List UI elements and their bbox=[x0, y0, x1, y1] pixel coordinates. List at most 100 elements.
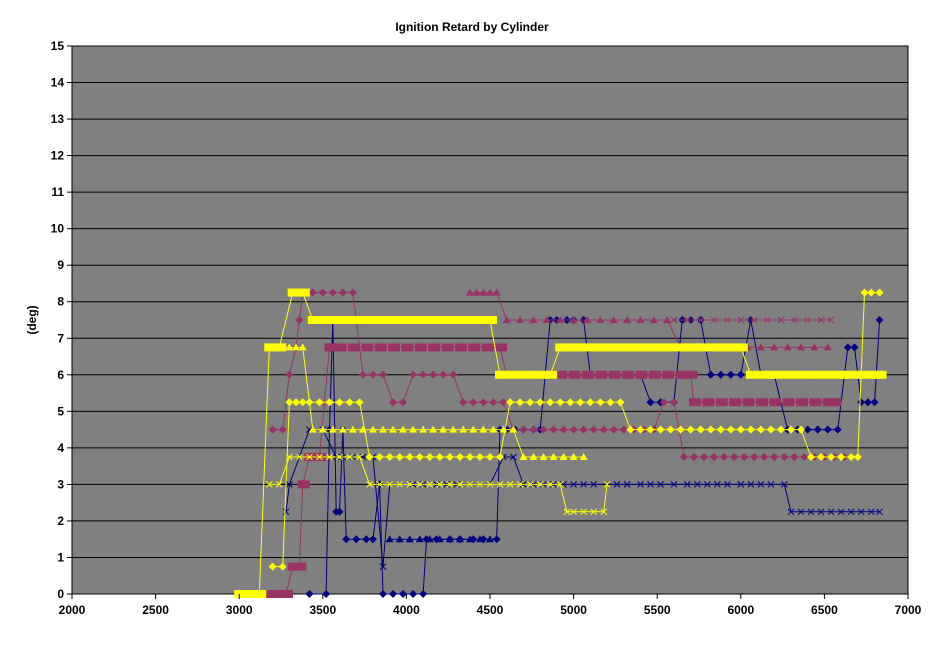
data-point bbox=[726, 370, 735, 379]
data-point bbox=[448, 316, 461, 324]
data-point bbox=[496, 481, 504, 488]
data-point bbox=[365, 453, 374, 461]
chart-title: Ignition Retard by Cylinder bbox=[395, 20, 549, 34]
data-point bbox=[492, 535, 501, 544]
y-tick-label: 5 bbox=[57, 404, 64, 418]
data-point bbox=[689, 453, 698, 461]
data-point bbox=[401, 343, 414, 352]
data-point bbox=[809, 398, 822, 407]
data-point bbox=[479, 425, 488, 433]
data-point bbox=[606, 398, 615, 407]
data-point bbox=[499, 425, 508, 433]
data-point bbox=[729, 398, 742, 407]
data-point bbox=[570, 481, 577, 488]
data-point bbox=[549, 425, 558, 434]
data-point bbox=[827, 508, 835, 516]
data-point bbox=[234, 590, 247, 598]
y-tick-label: 6 bbox=[57, 368, 64, 382]
data-point bbox=[867, 288, 876, 297]
data-point bbox=[389, 590, 398, 598]
series-8 bbox=[234, 288, 887, 598]
data-point bbox=[529, 425, 538, 434]
data-point bbox=[742, 398, 755, 407]
data-point bbox=[278, 562, 287, 571]
data-point bbox=[755, 398, 768, 407]
data-point bbox=[657, 481, 664, 488]
data-point bbox=[576, 398, 585, 407]
x-tick-label: 2000 bbox=[59, 603, 86, 617]
data-point bbox=[747, 481, 755, 488]
data-point bbox=[306, 453, 313, 461]
data-point bbox=[325, 398, 334, 407]
data-point bbox=[686, 425, 695, 434]
data-point bbox=[582, 316, 591, 323]
data-point bbox=[378, 425, 387, 433]
data-point bbox=[465, 535, 474, 543]
data-point bbox=[278, 425, 287, 434]
data-point bbox=[459, 425, 468, 433]
data-point bbox=[455, 453, 464, 461]
data-point bbox=[322, 590, 331, 598]
data-point bbox=[730, 453, 739, 461]
data-point bbox=[750, 453, 759, 461]
y-tick-label: 13 bbox=[51, 112, 65, 126]
data-point bbox=[579, 425, 588, 434]
data-point bbox=[270, 590, 283, 598]
data-point bbox=[599, 425, 608, 434]
data-point bbox=[780, 453, 789, 461]
data-point bbox=[785, 370, 798, 379]
data-point bbox=[408, 316, 421, 324]
data-point bbox=[649, 316, 658, 323]
data-point bbox=[596, 398, 605, 407]
data-point bbox=[648, 370, 661, 379]
data-point bbox=[714, 481, 721, 488]
y-tick-label: 14 bbox=[51, 76, 65, 90]
data-point bbox=[295, 316, 304, 324]
data-point bbox=[559, 453, 568, 460]
data-point bbox=[414, 343, 427, 352]
data-point bbox=[736, 370, 745, 379]
data-point bbox=[335, 398, 344, 407]
data-point bbox=[589, 425, 598, 434]
data-point bbox=[827, 316, 835, 324]
data-point bbox=[595, 370, 608, 379]
x-tick-label: 3000 bbox=[226, 603, 253, 617]
data-point bbox=[389, 425, 398, 433]
data-point bbox=[635, 370, 648, 379]
data-point bbox=[800, 453, 809, 461]
data-point bbox=[806, 370, 819, 379]
x-tick-label: 2500 bbox=[142, 603, 169, 617]
x-tick-label: 6000 bbox=[727, 603, 754, 617]
data-point bbox=[429, 370, 438, 379]
data-point bbox=[368, 535, 377, 544]
data-point bbox=[358, 370, 367, 379]
data-point bbox=[676, 425, 685, 434]
data-point bbox=[516, 481, 524, 488]
data-point bbox=[286, 453, 293, 461]
data-point bbox=[347, 316, 360, 324]
data-point bbox=[693, 481, 701, 488]
data-point bbox=[807, 453, 816, 461]
data-point bbox=[436, 481, 444, 488]
data-point bbox=[685, 370, 698, 379]
data-point bbox=[710, 453, 719, 461]
data-point bbox=[757, 481, 765, 488]
data-point bbox=[613, 481, 621, 488]
data-point bbox=[756, 425, 765, 434]
data-point bbox=[853, 453, 862, 461]
data-point bbox=[496, 453, 505, 461]
data-point bbox=[308, 425, 317, 433]
data-point bbox=[298, 343, 307, 351]
data-point bbox=[655, 343, 668, 352]
data-point bbox=[449, 425, 458, 433]
data-point bbox=[345, 398, 354, 407]
data-point bbox=[866, 370, 879, 379]
data-point bbox=[375, 453, 384, 461]
data-point bbox=[449, 370, 458, 379]
series-5 bbox=[268, 288, 849, 461]
data-point bbox=[823, 343, 832, 351]
data-point bbox=[666, 425, 675, 434]
data-point bbox=[874, 370, 887, 379]
data-point bbox=[704, 481, 711, 488]
